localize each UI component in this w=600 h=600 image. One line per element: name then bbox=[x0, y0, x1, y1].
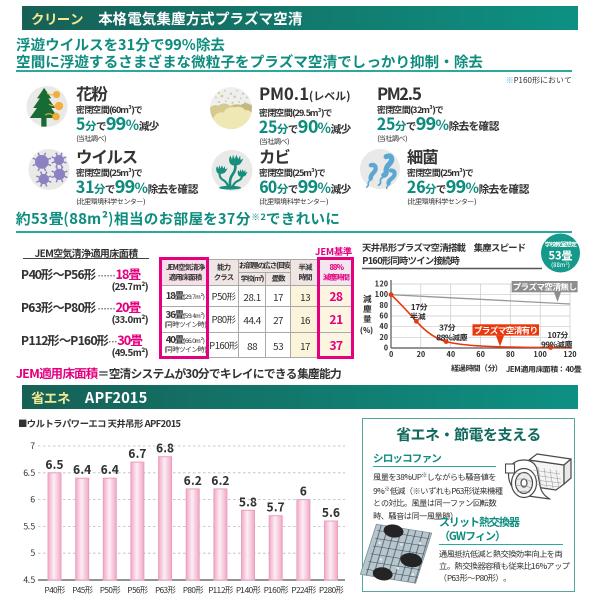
svg-text:5.5: 5.5 bbox=[23, 520, 35, 532]
svg-text:学校教室想定: 学校教室想定 bbox=[544, 240, 578, 249]
svg-text:P140形: P140形 bbox=[236, 584, 261, 596]
svg-text:プラズマ空清無し: プラズマ空清無し bbox=[513, 281, 577, 293]
svg-text:80: 80 bbox=[379, 300, 388, 311]
svg-text:40: 40 bbox=[379, 321, 388, 332]
svg-text:4.5: 4.5 bbox=[23, 574, 35, 586]
svg-text:6: 6 bbox=[300, 483, 307, 500]
svg-text:P56形: P56形 bbox=[127, 584, 148, 596]
svg-text:20: 20 bbox=[416, 349, 425, 360]
svg-text:6.8: 6.8 bbox=[156, 440, 174, 457]
svg-text:経過時間（分）: 経過時間（分） bbox=[450, 363, 502, 374]
svg-text:P45形: P45形 bbox=[72, 584, 93, 596]
svg-text:5.8: 5.8 bbox=[239, 493, 257, 510]
svg-text:P80形: P80形 bbox=[183, 584, 204, 596]
svg-text:7: 7 bbox=[30, 440, 35, 452]
svg-text:天井吊形プラズマ空清搭載 集塵スピード: 天井吊形プラズマ空清搭載 集塵スピード bbox=[362, 240, 526, 254]
svg-text:P280形: P280形 bbox=[319, 584, 344, 596]
svg-text:5: 5 bbox=[30, 547, 35, 559]
svg-text:40: 40 bbox=[446, 349, 455, 360]
svg-text:88%減塵: 88%減塵 bbox=[436, 333, 468, 344]
svg-text:P63形: P63形 bbox=[155, 584, 176, 596]
svg-text:5.6: 5.6 bbox=[322, 504, 340, 521]
svg-text:53畳: 53畳 bbox=[549, 248, 573, 264]
svg-text:120: 120 bbox=[375, 279, 389, 290]
svg-text:6.5: 6.5 bbox=[45, 456, 63, 473]
svg-text:107分: 107分 bbox=[547, 330, 568, 341]
svg-text:17分: 17分 bbox=[411, 302, 428, 313]
svg-text:P112形: P112形 bbox=[208, 584, 233, 596]
svg-text:120: 120 bbox=[563, 349, 577, 360]
svg-text:80: 80 bbox=[506, 349, 515, 360]
svg-text:P160形: P160形 bbox=[263, 584, 288, 596]
svg-text:100: 100 bbox=[534, 349, 548, 360]
svg-text:JEM適用床面積：40畳: JEM適用床面積：40畳 bbox=[506, 364, 581, 375]
svg-text:6: 6 bbox=[30, 494, 35, 506]
svg-text:P40形: P40形 bbox=[44, 584, 65, 596]
svg-text:20: 20 bbox=[379, 332, 388, 343]
svg-text:6.4: 6.4 bbox=[73, 461, 92, 478]
svg-text:半減: 半減 bbox=[409, 312, 426, 323]
svg-text:6.5: 6.5 bbox=[23, 467, 35, 479]
svg-text:減: 減 bbox=[363, 293, 372, 305]
svg-text:99%減塵: 99%減塵 bbox=[541, 340, 573, 351]
svg-text:5.7: 5.7 bbox=[267, 499, 285, 516]
svg-text:プラズマ空清有り: プラズマ空清有り bbox=[474, 324, 538, 336]
svg-text:(%): (%) bbox=[360, 325, 373, 336]
svg-text:0: 0 bbox=[389, 349, 394, 360]
svg-text:P160形同時ツイン接続時: P160形同時ツイン接続時 bbox=[362, 253, 461, 267]
svg-text:P50形: P50形 bbox=[100, 584, 121, 596]
svg-text:60: 60 bbox=[476, 349, 485, 360]
svg-text:6.2: 6.2 bbox=[184, 472, 202, 489]
svg-text:60: 60 bbox=[379, 311, 388, 322]
svg-text:P224形: P224形 bbox=[291, 584, 316, 596]
svg-text:6.2: 6.2 bbox=[211, 472, 229, 489]
svg-text:37分: 37分 bbox=[438, 323, 456, 334]
svg-text:■ウルトラパワーエコ 天井吊形 APF2015: ■ウルトラパワーエコ 天井吊形 APF2015 bbox=[18, 416, 181, 430]
svg-text:量: 量 bbox=[363, 313, 372, 325]
svg-text:6.4: 6.4 bbox=[101, 461, 120, 478]
svg-text:(88m²): (88m²) bbox=[551, 260, 570, 269]
svg-text:0: 0 bbox=[384, 343, 389, 354]
svg-text:100: 100 bbox=[375, 289, 389, 300]
svg-text:6.7: 6.7 bbox=[128, 445, 146, 462]
svg-text:塵: 塵 bbox=[363, 303, 372, 315]
